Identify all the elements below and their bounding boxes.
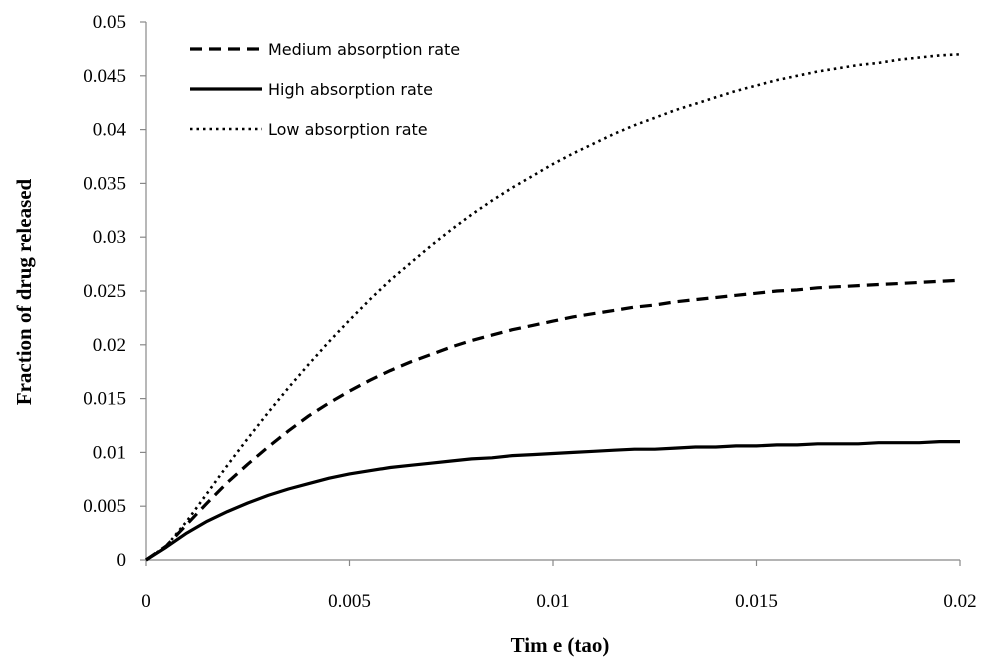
y-tick-label: 0.035 <box>83 173 126 194</box>
legend-label: Low absorption rate <box>268 120 428 139</box>
x-tick-label: 0 <box>141 591 151 612</box>
x-axis-title: Tim e (tao) <box>511 633 610 657</box>
series-line-dashed <box>145 278 961 562</box>
x-tick-label: 0.01 <box>536 591 569 612</box>
series-line-solid <box>145 440 960 562</box>
x-tick-label: 0.005 <box>328 591 371 612</box>
y-tick-label: 0.045 <box>83 66 126 87</box>
y-axis-title: Fraction of drug released <box>12 178 36 405</box>
plot-area <box>145 22 960 561</box>
y-tick-label: 0.025 <box>83 281 126 302</box>
x-tick-label: 0.015 <box>735 591 778 612</box>
y-tick-label: 0.02 <box>93 335 126 356</box>
series-line-dotted <box>145 53 961 562</box>
y-tick-label: 0.05 <box>93 12 126 33</box>
y-tick-label: 0.01 <box>93 442 126 463</box>
y-tick-label: 0.005 <box>83 496 126 517</box>
x-axis-ticks: 0 0.005 0.01 0.015 0.02 <box>141 560 977 612</box>
legend-label: Medium absorption rate <box>268 40 460 59</box>
x-tick-label: 0.02 <box>943 591 976 612</box>
y-tick-label: 0.015 <box>83 389 126 410</box>
y-axis-ticks: 0 0.005 0.01 0.015 0.02 0.025 0.03 0.035 0.04 0.0… <box>83 12 146 571</box>
y-tick-label: 0.03 <box>93 227 126 248</box>
legend-label: High absorption rate <box>268 80 433 99</box>
series-layer <box>145 53 961 562</box>
y-tick-label: 0.04 <box>93 120 127 141</box>
y-tick-label: 0 <box>117 550 127 571</box>
legend: Medium absorption rate High absorption ra… <box>190 40 460 139</box>
